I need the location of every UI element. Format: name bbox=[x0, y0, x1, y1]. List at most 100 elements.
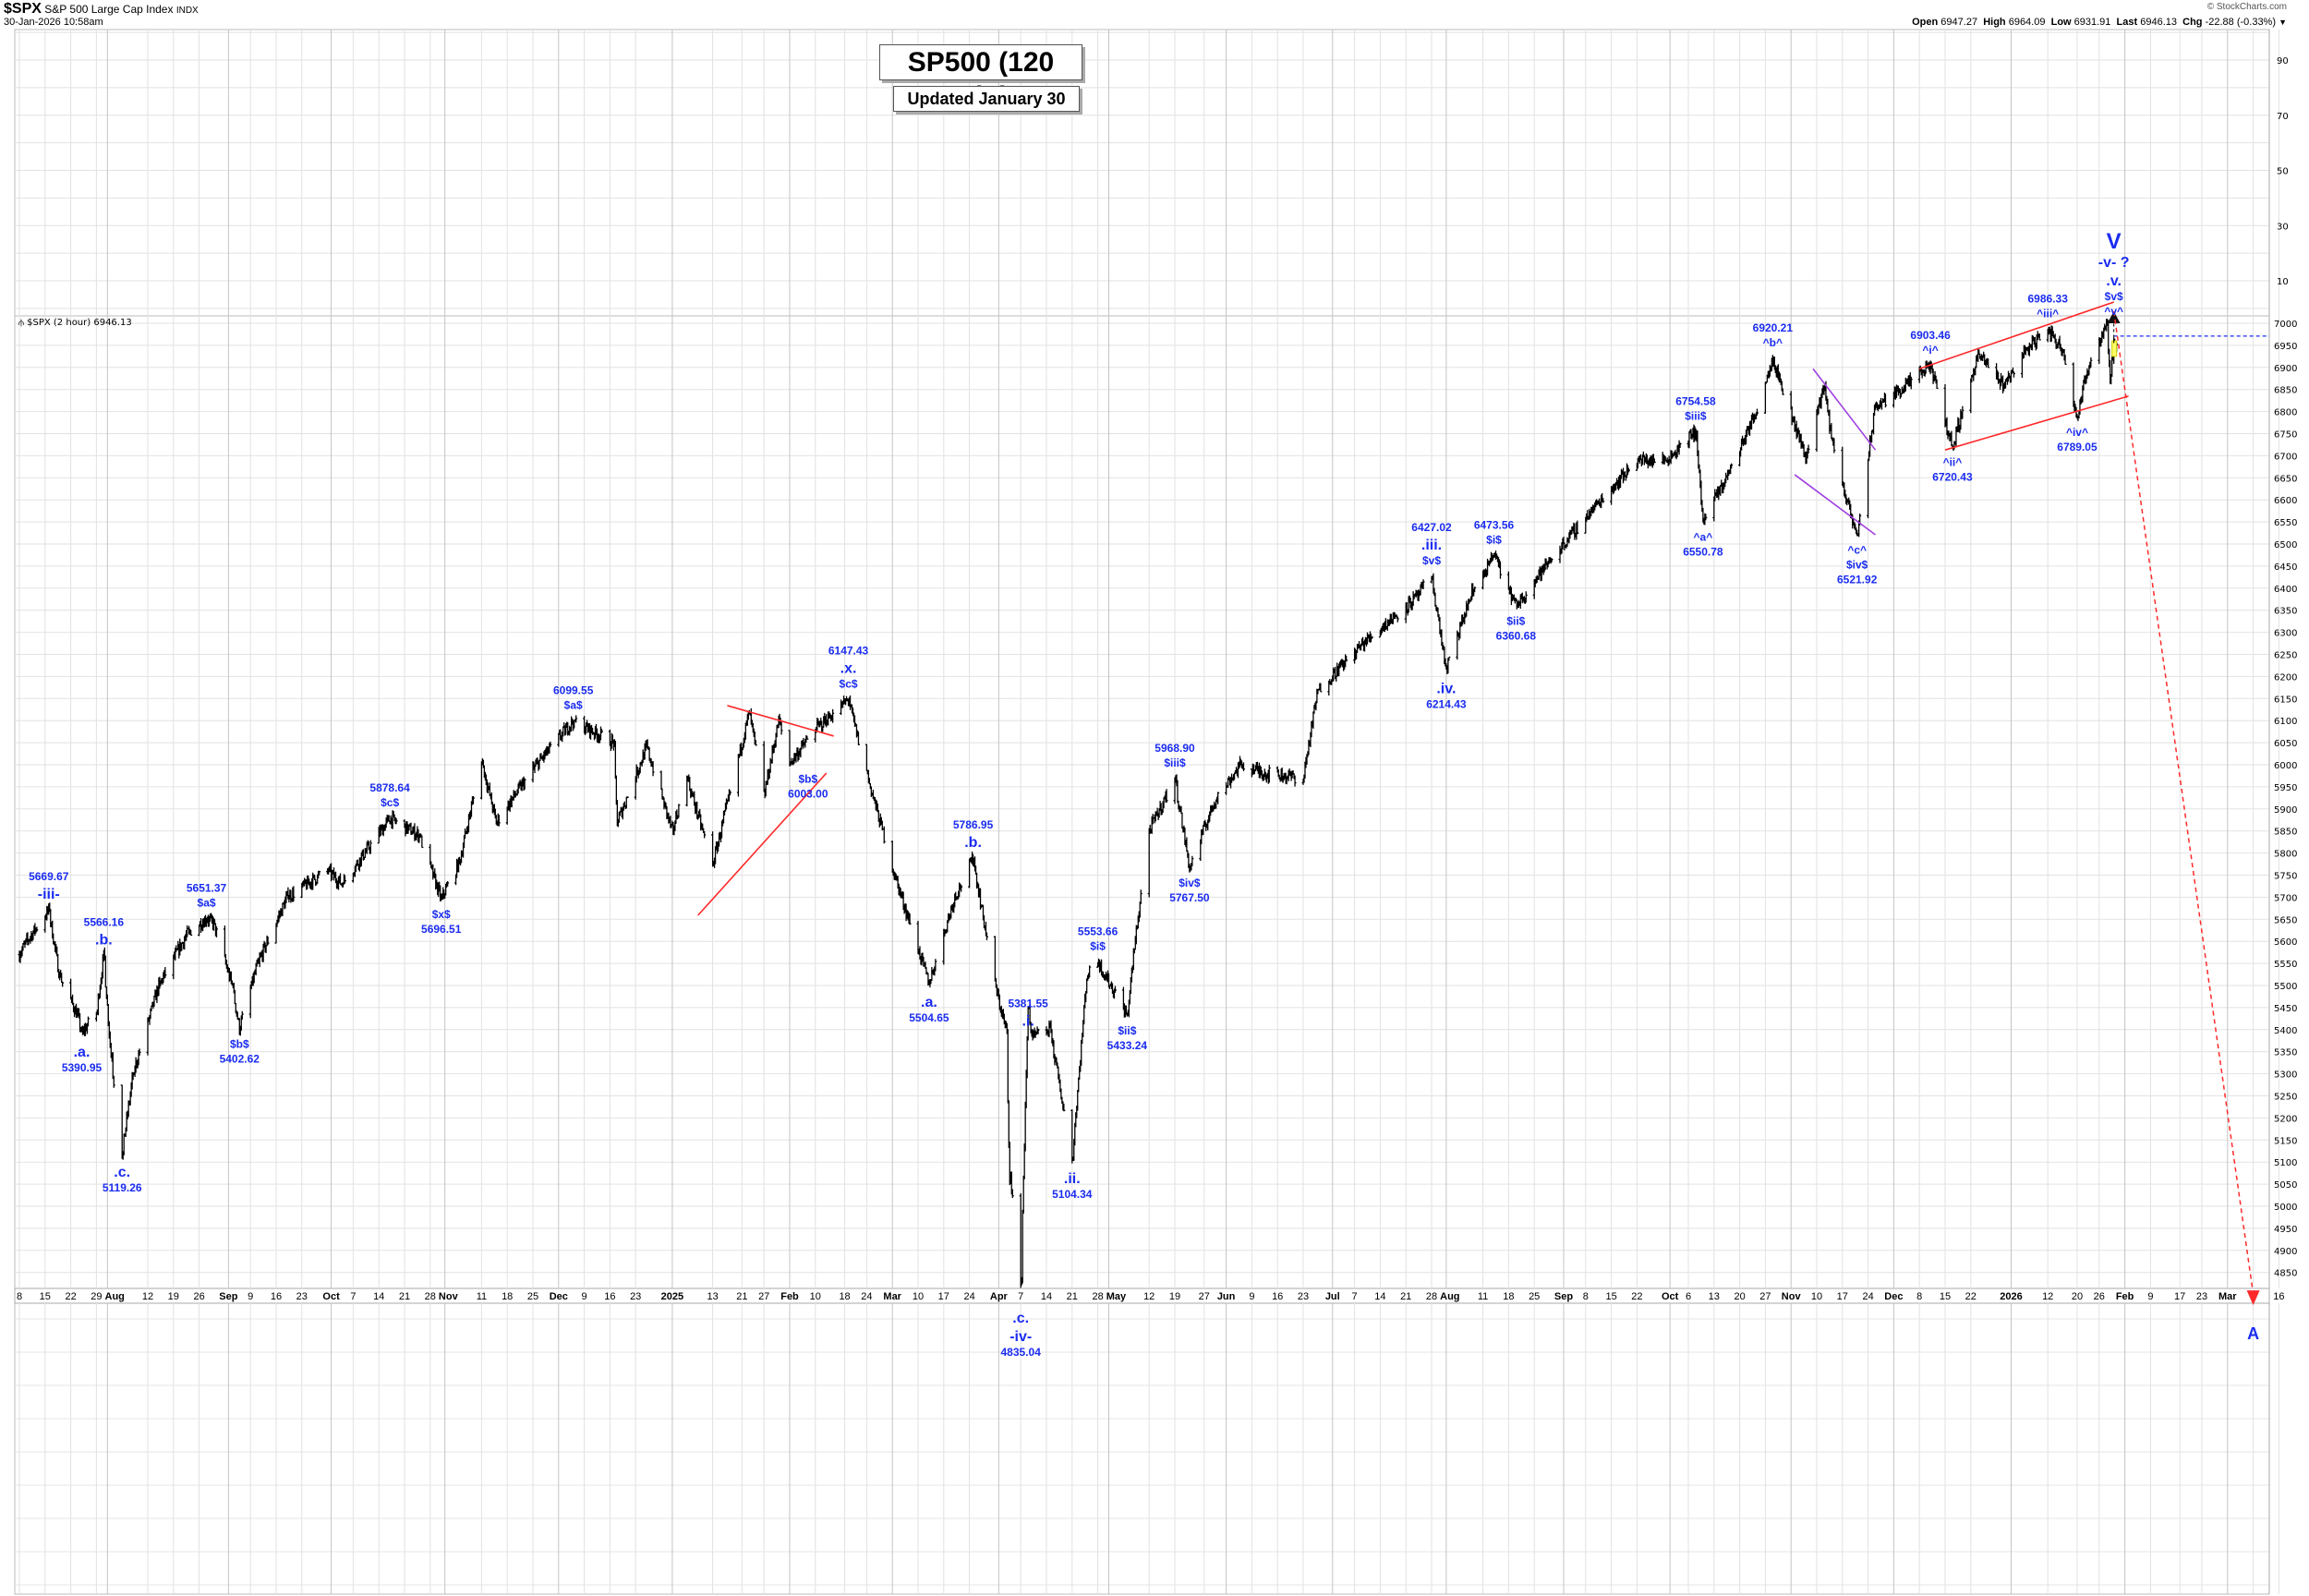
x-tick-label: 14 bbox=[373, 1291, 384, 1302]
y-tick-label: 6050 bbox=[2274, 739, 2297, 749]
x-tick-label: 18 bbox=[839, 1291, 850, 1302]
y-tick-label: 5950 bbox=[2274, 783, 2297, 793]
x-tick-label: 21 bbox=[1400, 1291, 1411, 1302]
x-tick-label: 21 bbox=[399, 1291, 410, 1302]
x-tick-label: Dec bbox=[550, 1291, 568, 1302]
y-tick-label: 5400 bbox=[2274, 1026, 2297, 1036]
y-tick-label: 6900 bbox=[2274, 364, 2297, 374]
x-tick-label: Oct bbox=[322, 1291, 340, 1302]
y-tick-label: 5450 bbox=[2274, 1004, 2297, 1014]
y-tick-label: 7000 bbox=[2274, 320, 2297, 330]
x-tick-label: 20 bbox=[1734, 1291, 1745, 1302]
indicator-tick-label: 70 bbox=[2277, 112, 2289, 122]
x-tick-label: 13 bbox=[1709, 1291, 1720, 1302]
x-tick-label: 10 bbox=[810, 1291, 821, 1302]
x-tick-label: 28 bbox=[1426, 1291, 1437, 1302]
x-tick-label: Aug bbox=[1440, 1291, 1459, 1302]
x-tick-label: Oct bbox=[1662, 1291, 1679, 1302]
y-tick-label: 5100 bbox=[2274, 1158, 2297, 1168]
x-tick-label: Dec bbox=[1884, 1291, 1903, 1302]
x-tick-label: 22 bbox=[65, 1291, 76, 1302]
x-tick-label: 19 bbox=[168, 1291, 179, 1302]
x-tick-label: Nov bbox=[1782, 1291, 1802, 1302]
y-tick-label: 6850 bbox=[2274, 386, 2297, 396]
y-tick-label: 6800 bbox=[2274, 408, 2297, 418]
x-tick-label: 11 bbox=[1478, 1291, 1488, 1302]
x-tick-label: 9 bbox=[2147, 1291, 2153, 1302]
y-tick-label: 6650 bbox=[2274, 474, 2297, 484]
x-tick-label: 18 bbox=[502, 1291, 513, 1302]
x-tick-label: 23 bbox=[1298, 1291, 1309, 1302]
x-tick-label: 16 bbox=[1272, 1291, 1283, 1302]
indicator-tick-label: 30 bbox=[2277, 222, 2289, 232]
x-tick-label: 2025 bbox=[661, 1291, 683, 1302]
x-tick-label: 27 bbox=[1199, 1291, 1210, 1302]
indicator-tick-label: 10 bbox=[2277, 277, 2289, 287]
x-tick-label: 15 bbox=[40, 1291, 51, 1302]
y-tick-label: 5050 bbox=[2274, 1180, 2297, 1191]
y-tick-label: 6150 bbox=[2274, 695, 2297, 705]
ohlc-bars bbox=[18, 318, 2119, 1288]
x-tick-label: 27 bbox=[758, 1291, 769, 1302]
x-tick-label: Jun bbox=[1217, 1291, 1236, 1302]
x-tick-label: 10 bbox=[913, 1291, 924, 1302]
y-tick-label: 5300 bbox=[2274, 1070, 2297, 1081]
x-tick-label: 10 bbox=[1811, 1291, 1822, 1302]
y-tick-label: 6500 bbox=[2274, 540, 2297, 550]
y-tick-label: 6950 bbox=[2274, 342, 2297, 352]
x-tick-label: Jul bbox=[1325, 1291, 1340, 1302]
x-tick-label: 15 bbox=[1940, 1291, 1951, 1302]
x-tick-label: 27 bbox=[1759, 1291, 1771, 1302]
y-tick-label: 5650 bbox=[2274, 915, 2297, 925]
x-tick-label: 16 bbox=[271, 1291, 282, 1302]
x-tick-label: 2026 bbox=[2000, 1291, 2022, 1302]
x-tick-label: 9 bbox=[1249, 1291, 1254, 1302]
x-tick-label: 28 bbox=[1092, 1291, 1103, 1302]
x-tick-label: 24 bbox=[1862, 1291, 1873, 1302]
x-tick-label: 23 bbox=[296, 1291, 308, 1302]
y-tick-label: 6100 bbox=[2274, 717, 2297, 727]
x-tick-label: 20 bbox=[2072, 1291, 2083, 1302]
x-tick-label: 28 bbox=[425, 1291, 436, 1302]
y-tick-label: 6600 bbox=[2274, 496, 2297, 506]
x-tick-label: 26 bbox=[2094, 1291, 2105, 1302]
x-tick-label: 25 bbox=[527, 1291, 538, 1302]
indicator-tick-label: 90 bbox=[2277, 56, 2289, 66]
x-tick-label: 16 bbox=[2273, 1291, 2284, 1302]
x-tick-label: 11 bbox=[477, 1291, 487, 1302]
y-tick-label: 4950 bbox=[2274, 1225, 2297, 1235]
x-tick-label: 8 bbox=[1916, 1291, 1922, 1302]
y-tick-label: 5550 bbox=[2274, 960, 2297, 970]
x-tick-label: 17 bbox=[938, 1291, 949, 1302]
y-tick-label: 5800 bbox=[2274, 850, 2297, 860]
x-tick-label: 12 bbox=[2042, 1291, 2053, 1302]
x-tick-label: 22 bbox=[1965, 1291, 1977, 1302]
y-tick-label: 5850 bbox=[2274, 828, 2297, 838]
x-tick-label: Mar bbox=[883, 1291, 901, 1302]
x-tick-label: 6 bbox=[1686, 1291, 1691, 1302]
y-tick-label: 4900 bbox=[2274, 1247, 2297, 1257]
x-tick-label: 14 bbox=[1041, 1291, 1052, 1302]
y-tick-label: 6350 bbox=[2274, 607, 2297, 617]
x-tick-label: 9 bbox=[248, 1291, 253, 1302]
x-tick-label: 21 bbox=[736, 1291, 747, 1302]
x-tick-label: 25 bbox=[1529, 1291, 1540, 1302]
x-tick-label: Nov bbox=[439, 1291, 459, 1302]
x-tick-label: Feb bbox=[2116, 1291, 2134, 1302]
x-tick-label: 23 bbox=[630, 1291, 641, 1302]
x-tick-label: 24 bbox=[963, 1291, 974, 1302]
y-tick-label: 6400 bbox=[2274, 585, 2297, 595]
x-tick-label: 13 bbox=[707, 1291, 718, 1302]
x-tick-label: 8 bbox=[1583, 1291, 1589, 1302]
x-tick-label: 17 bbox=[1837, 1291, 1848, 1302]
y-tick-label: 5500 bbox=[2274, 982, 2297, 992]
x-tick-label: 16 bbox=[604, 1291, 615, 1302]
x-tick-label: Apr bbox=[990, 1291, 1009, 1302]
x-tick-label: 15 bbox=[1605, 1291, 1616, 1302]
x-tick-label: 19 bbox=[1169, 1291, 1180, 1302]
x-tick-label: 14 bbox=[1374, 1291, 1385, 1302]
y-tick-label: 6700 bbox=[2274, 452, 2297, 462]
x-tick-label: Feb bbox=[780, 1291, 799, 1302]
x-tick-label: May bbox=[1106, 1291, 1127, 1302]
y-tick-label: 5250 bbox=[2274, 1093, 2297, 1103]
